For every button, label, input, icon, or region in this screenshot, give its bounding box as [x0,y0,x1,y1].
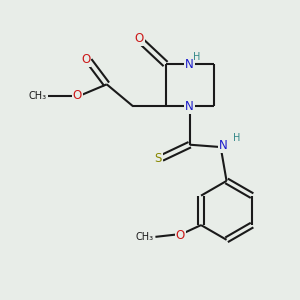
Text: N: N [185,58,194,70]
Text: N: N [185,100,194,113]
Text: H: H [233,133,241,143]
Text: H: H [194,52,201,62]
Text: O: O [73,89,82,102]
Text: CH₃: CH₃ [28,91,46,101]
Text: S: S [154,152,162,165]
Text: O: O [134,32,144,46]
Text: N: N [219,139,228,152]
Text: O: O [176,229,185,242]
Text: O: O [81,53,90,66]
Text: CH₃: CH₃ [136,232,154,242]
